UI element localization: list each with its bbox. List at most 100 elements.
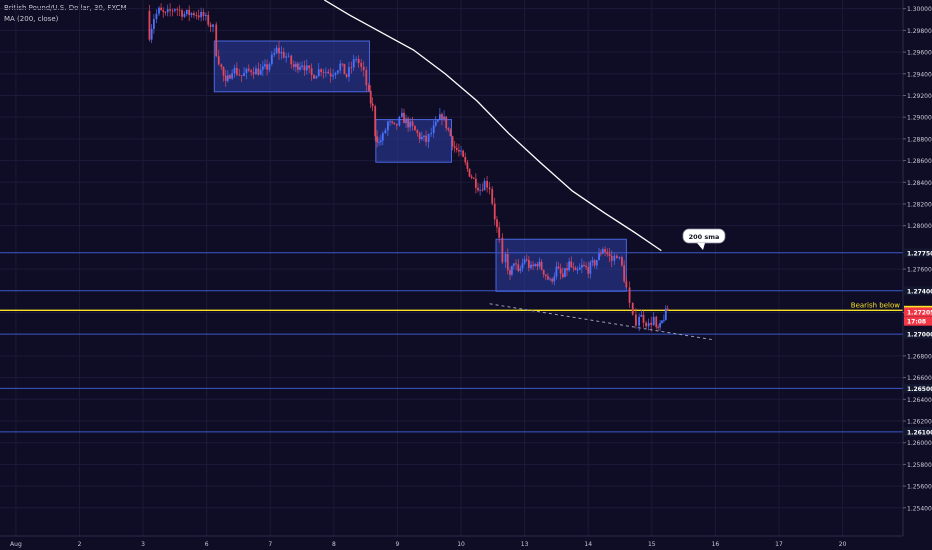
candle[interactable]	[250, 70, 253, 73]
candle[interactable]	[233, 67, 236, 74]
candle[interactable]	[297, 63, 299, 70]
candle[interactable]	[387, 121, 389, 131]
candle[interactable]	[371, 103, 374, 107]
candle[interactable]	[464, 156, 467, 163]
candle[interactable]	[615, 255, 618, 259]
candle[interactable]	[259, 69, 262, 75]
candle[interactable]	[171, 10, 174, 12]
candle[interactable]	[438, 114, 441, 120]
level-price-tag[interactable]	[904, 286, 932, 296]
range-box[interactable]	[495, 238, 627, 292]
candle[interactable]	[181, 10, 183, 17]
candle[interactable]	[595, 259, 598, 266]
candle[interactable]	[542, 269, 545, 275]
candle[interactable]	[313, 74, 315, 79]
candle[interactable]	[185, 9, 188, 15]
candle[interactable]	[625, 281, 628, 288]
sma-line[interactable]	[323, 0, 662, 252]
candle[interactable]	[352, 59, 355, 68]
candle[interactable]	[207, 14, 210, 25]
candle[interactable]	[416, 130, 419, 133]
symbol-title[interactable]: British Pound/U.S. Dollar, 30, FXCM	[4, 4, 127, 12]
candle[interactable]	[532, 264, 535, 266]
candle[interactable]	[391, 121, 394, 123]
candle[interactable]	[647, 322, 650, 327]
candle[interactable]	[606, 251, 609, 254]
candle[interactable]	[587, 267, 590, 274]
candle[interactable]	[447, 128, 450, 130]
candle[interactable]	[176, 9, 179, 11]
candle[interactable]	[202, 11, 205, 17]
candle[interactable]	[462, 150, 465, 157]
candle[interactable]	[589, 262, 592, 274]
candle[interactable]	[512, 263, 515, 266]
candle[interactable]	[285, 56, 288, 58]
candle[interactable]	[299, 66, 301, 70]
candle[interactable]	[493, 203, 496, 220]
candle[interactable]	[645, 322, 647, 327]
candle[interactable]	[287, 55, 290, 57]
candle[interactable]	[178, 9, 181, 11]
candle[interactable]	[150, 28, 153, 40]
candle[interactable]	[301, 65, 303, 67]
candle[interactable]	[162, 10, 165, 12]
candle[interactable]	[238, 74, 241, 76]
candle[interactable]	[261, 66, 264, 70]
candle[interactable]	[193, 13, 195, 16]
range-box[interactable]	[213, 40, 370, 93]
candle[interactable]	[570, 261, 573, 267]
candle[interactable]	[521, 263, 524, 269]
candle[interactable]	[384, 130, 387, 134]
candle[interactable]	[585, 265, 588, 268]
candle[interactable]	[294, 63, 297, 68]
candle[interactable]	[381, 133, 384, 141]
candle[interactable]	[479, 189, 482, 191]
candle[interactable]	[282, 51, 285, 58]
candle[interactable]	[583, 264, 585, 266]
candle[interactable]	[303, 65, 306, 71]
candle[interactable]	[332, 75, 334, 77]
candle[interactable]	[561, 273, 564, 277]
candle[interactable]	[155, 13, 158, 20]
candle[interactable]	[540, 261, 543, 270]
candle[interactable]	[369, 90, 372, 104]
price-marker-tag[interactable]	[904, 307, 932, 317]
candle[interactable]	[538, 261, 541, 267]
candle[interactable]	[188, 9, 191, 16]
candle[interactable]	[164, 11, 167, 13]
candle[interactable]	[357, 58, 360, 63]
candle[interactable]	[327, 71, 330, 74]
candle[interactable]	[553, 276, 556, 282]
candle[interactable]	[255, 68, 257, 75]
candle[interactable]	[395, 123, 398, 126]
candle[interactable]	[270, 54, 273, 64]
candle[interactable]	[661, 320, 663, 323]
candle[interactable]	[470, 176, 473, 178]
candle[interactable]	[398, 116, 401, 126]
candle[interactable]	[425, 135, 427, 142]
candle[interactable]	[659, 322, 661, 328]
candle[interactable]	[264, 64, 266, 67]
time-axis[interactable]	[0, 536, 903, 550]
candle[interactable]	[322, 71, 325, 73]
candle[interactable]	[215, 24, 218, 57]
candle[interactable]	[655, 316, 658, 328]
candle[interactable]	[334, 73, 337, 76]
candle[interactable]	[635, 314, 637, 326]
candle[interactable]	[393, 122, 396, 124]
candle[interactable]	[551, 278, 554, 282]
candle[interactable]	[320, 69, 323, 72]
candle[interactable]	[360, 62, 363, 67]
level-price-tag[interactable]	[904, 248, 932, 258]
candle[interactable]	[455, 147, 458, 150]
candle[interactable]	[376, 136, 378, 143]
candle[interactable]	[305, 65, 308, 71]
candle[interactable]	[280, 51, 283, 54]
candle[interactable]	[380, 140, 382, 142]
candle[interactable]	[555, 266, 558, 277]
candle[interactable]	[220, 64, 223, 68]
candle[interactable]	[572, 266, 575, 268]
candle[interactable]	[557, 266, 560, 269]
range-box[interactable]	[375, 119, 452, 163]
candle[interactable]	[453, 146, 456, 148]
